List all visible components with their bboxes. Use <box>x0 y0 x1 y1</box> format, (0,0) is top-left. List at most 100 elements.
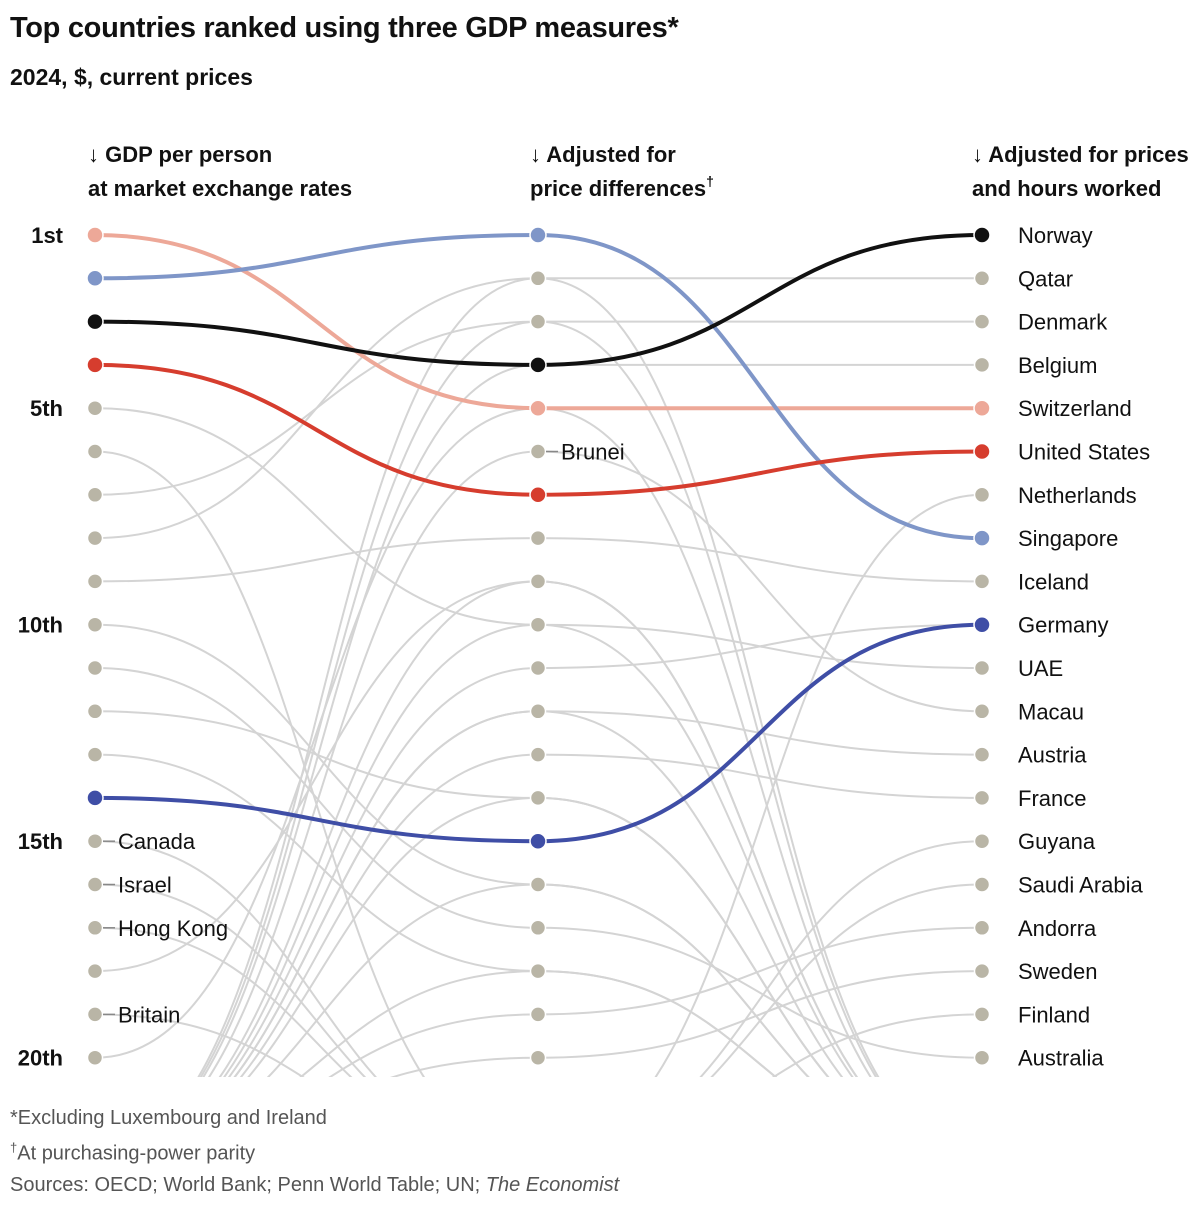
rank-dot <box>973 789 991 807</box>
rank-dot <box>86 573 104 590</box>
country-label: Macau <box>1018 699 1084 724</box>
rank-label: 15th <box>18 829 63 854</box>
rank-dot <box>973 746 991 763</box>
country-label: Netherlands <box>1018 483 1137 508</box>
rank-dot <box>86 443 104 460</box>
rank-dot <box>529 1049 547 1066</box>
line-singapore <box>93 233 984 541</box>
footnote-sources: Sources: OECD; World Bank; Penn World Ta… <box>10 1174 619 1197</box>
rank-dot <box>529 270 547 287</box>
line-united-states <box>93 362 984 497</box>
background-line <box>222 623 854 1077</box>
highlight-dot <box>86 226 104 244</box>
rank-label: 5th <box>30 396 63 421</box>
background-line <box>202 363 982 1077</box>
background-line <box>94 537 983 583</box>
background-line <box>389 970 983 1077</box>
country-label: United States <box>1018 440 1150 465</box>
rank-dot <box>973 1006 991 1023</box>
highlight-dot <box>973 529 991 547</box>
background-line <box>299 970 778 1077</box>
rank-dot <box>86 529 104 547</box>
highlight-dot <box>529 226 547 244</box>
rank-dot <box>973 919 991 937</box>
highlight-dot <box>86 269 104 288</box>
background-line <box>94 277 880 1077</box>
country-label: Iceland <box>1018 569 1089 594</box>
background-line <box>233 710 844 1077</box>
lines-layer <box>94 277 983 1077</box>
rank-dot <box>86 659 104 677</box>
line-germany <box>93 622 984 844</box>
rank-dot <box>86 1006 104 1023</box>
column-header-3-line2: and hours worked <box>972 176 1161 201</box>
background-line <box>328 926 983 1077</box>
footnote-ppp-text: At purchasing-power parity <box>17 1142 256 1165</box>
highlight-dot <box>973 615 991 634</box>
highlight-lines-layer <box>93 233 984 844</box>
background-line <box>94 840 378 1077</box>
rank-dot <box>529 919 547 937</box>
rank-label: 10th <box>18 613 63 638</box>
background-line <box>94 753 778 1077</box>
rank-dot <box>973 486 991 504</box>
rank-dot <box>86 1049 104 1066</box>
country-label: Switzerland <box>1018 396 1132 421</box>
sources-list: Sources: OECD; World Bank; Penn World Ta… <box>10 1174 486 1196</box>
rank-dot <box>973 356 991 374</box>
rank-dot <box>973 573 991 590</box>
rank-dot <box>86 962 104 980</box>
footnote-ppp: †At purchasing-power parity <box>10 1140 255 1166</box>
middle-label: Brunei <box>561 440 625 465</box>
footnote-excluding: *Excluding Luxembourg and Ireland <box>10 1107 327 1129</box>
highlight-dot <box>973 226 991 244</box>
rank-dot <box>86 919 104 937</box>
rank-dot <box>86 832 104 850</box>
column-header-1-line1: ↓ GDP per person <box>88 142 272 167</box>
rank-dot <box>529 746 547 763</box>
rank-dot <box>973 703 991 720</box>
rank-dot <box>529 659 547 677</box>
background-line <box>94 1013 305 1077</box>
rank-dot <box>86 399 104 417</box>
background-line <box>227 623 983 1077</box>
highlight-dot <box>973 399 991 417</box>
rank-dot <box>973 313 991 330</box>
line-switzerland <box>93 233 984 411</box>
background-line <box>239 753 983 1077</box>
highlight-dot <box>529 399 547 417</box>
background-line <box>771 1013 983 1077</box>
rank-dot <box>529 529 547 547</box>
background-line <box>94 407 872 1077</box>
country-label: Norway <box>1018 223 1093 248</box>
rank-dot <box>529 876 547 893</box>
rank-dot <box>86 746 104 763</box>
country-label: Germany <box>1018 613 1108 638</box>
highlight-dot <box>529 832 547 850</box>
rank-dot <box>529 1006 547 1023</box>
country-label: Qatar <box>1018 266 1073 291</box>
country-label: Andorra <box>1018 916 1097 941</box>
background-line <box>699 840 983 1077</box>
country-label: France <box>1018 786 1086 811</box>
column-header-dagger: † <box>706 173 714 189</box>
highlight-dot <box>86 312 104 331</box>
country-label: Finland <box>1018 1002 1090 1027</box>
country-label: Saudi Arabia <box>1018 873 1144 898</box>
footnote-dagger: † <box>10 1140 18 1155</box>
rank-dot <box>973 962 991 980</box>
rank-dot <box>529 962 547 980</box>
rank-dot <box>529 573 547 590</box>
highlight-dot <box>86 789 104 807</box>
highlight-dot <box>973 442 991 461</box>
column-header-3-line1: ↓ Adjusted for prices <box>972 142 1189 167</box>
country-label: Singapore <box>1018 526 1118 551</box>
column-header-2-line2: price differences† <box>530 173 714 201</box>
highlight-dot <box>529 356 547 374</box>
country-label: Sweden <box>1018 959 1098 984</box>
left-label: Britain <box>118 1002 180 1027</box>
country-label: UAE <box>1018 656 1063 681</box>
rank-dot <box>86 876 104 893</box>
background-line <box>94 450 426 1077</box>
